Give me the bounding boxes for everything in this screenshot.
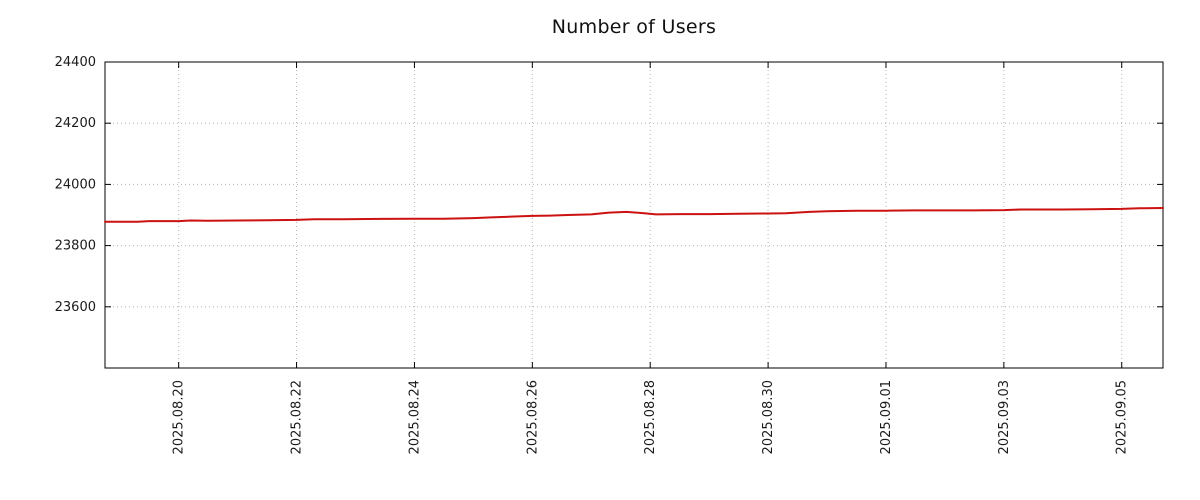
x-axis-label: 2025.08.26	[525, 380, 540, 454]
y-axis-label: 23800	[55, 239, 96, 254]
y-axis-label: 24400	[55, 55, 96, 70]
x-axis-label: 2025.08.22	[290, 380, 305, 454]
x-axis-label: 2025.09.01	[879, 380, 894, 454]
plot-border	[104, 61, 1164, 369]
x-axis-label: 2025.09.03	[997, 380, 1012, 454]
x-axis-label: 2025.09.05	[1115, 380, 1130, 454]
x-axis-label: 2025.08.24	[407, 380, 422, 454]
y-axis-label: 23600	[55, 300, 96, 315]
y-axis-label: 24000	[55, 177, 96, 192]
x-axis-label: 2025.08.28	[643, 380, 658, 454]
chart-title: Number of Users	[551, 16, 717, 38]
data-line-users	[104, 207, 1164, 223]
y-axis-label: 24200	[55, 116, 96, 131]
x-axis-label: 2025.08.30	[761, 380, 776, 454]
x-axis-label: 2025.08.20	[172, 380, 187, 454]
